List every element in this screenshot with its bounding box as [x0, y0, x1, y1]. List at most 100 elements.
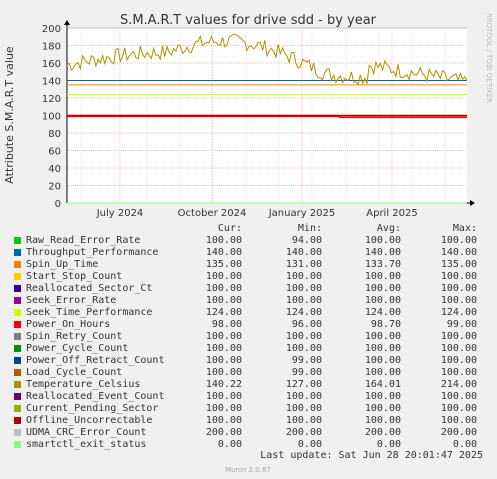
legend-series-name: Seek_Time_Performance: [26, 307, 153, 318]
legend-max-value: 100.00: [440, 403, 477, 414]
legend-row: Spin_Retry_Count 100.00 100.00 100.00 100.00: [0, 331, 497, 343]
legend-min-value: 100.00: [285, 391, 322, 402]
legend-swatch: [14, 417, 21, 424]
legend-row: Start_Stop_Count 100.00 100.00 100.00 100.00: [0, 271, 497, 283]
legend-cur-value: 100.00: [205, 355, 242, 366]
legend-max-value: 100.00: [440, 367, 477, 378]
legend-max-value: 100.00: [440, 271, 477, 282]
legend-cur-value: 124.00: [205, 307, 242, 318]
legend-series-name: Spin_Retry_Count: [26, 331, 123, 342]
legend-row: Power_Cycle_Count 100.00 100.00 100.00 100.0…: [0, 343, 497, 355]
legend-min-value: 96.00: [291, 319, 322, 330]
legend-min-value: 200.00: [285, 427, 322, 438]
x-tick-label: October 2024: [178, 208, 247, 219]
legend-series-name: Raw_Read_Error_Rate: [26, 235, 141, 246]
legend-swatch: [14, 429, 21, 436]
legend-series-name: Offline_Uncorrectable: [26, 415, 153, 426]
legend-min-value: 100.00: [285, 271, 322, 282]
legend-avg-value: 133.70: [364, 259, 401, 270]
legend-cur-value: 140.22: [205, 379, 242, 390]
x-tick-label: July 2024: [96, 208, 144, 219]
legend-avg-value: 100.00: [364, 271, 401, 282]
legend-min-value: 94.00: [291, 235, 322, 246]
y-tick-label: 40: [48, 164, 61, 175]
y-tick-label: 100: [42, 112, 61, 123]
legend-row: Offline_Uncorrectable 100.00 100.00 100.00 1…: [0, 415, 497, 427]
legend-series-name: Spin_Up_Time: [26, 259, 99, 270]
y-tick-labels: 0 20 40 60 80 100 120 140 160 180 200: [42, 24, 61, 210]
rrdtool-credit: RRDTOOL / TOBI OETIKER: [485, 13, 493, 103]
legend-max-value: 100.00: [440, 295, 477, 306]
legend-series-name: Reallocated_Event_Count: [26, 391, 165, 402]
x-tick-label: April 2025: [366, 208, 417, 219]
y-tick-label: 200: [42, 24, 61, 35]
y-tick-label: 0: [55, 199, 61, 210]
legend-swatch: [14, 261, 21, 268]
legend-swatch: [14, 321, 21, 328]
legend-row: Seek_Time_Performance 124.00 124.00 124.00 1…: [0, 307, 497, 319]
legend-max-value: 100.00: [440, 415, 477, 426]
legend-avg-value: 100.00: [364, 283, 401, 294]
legend-row: Current_Pending_Sector 100.00 100.00 100.00…: [0, 403, 497, 415]
series-line-temperature-celsius: [66, 33, 468, 86]
y-tick-label: 80: [48, 129, 61, 140]
legend-max-value: 140.00: [440, 247, 477, 258]
x-tick-labels: July 2024 October 2024 January 2025 April 2…: [96, 208, 418, 219]
legend-series-name: UDMA_CRC_Error_Count: [26, 427, 147, 438]
legend-row: Load_Cycle_Count 100.00 99.00 100.00 100.00: [0, 367, 497, 379]
legend-row: Throughput_Performance 140.00 140.00 140.00…: [0, 247, 497, 259]
y-tick-label: 140: [42, 77, 61, 88]
legend-row: Temperature_Celsius 140.22 127.00 164.01 214…: [0, 379, 497, 391]
legend-min-value: 100.00: [285, 403, 322, 414]
legend-series-name: Reallocated_Sector_Ct: [26, 283, 153, 294]
legend-swatch: [14, 345, 21, 352]
legend-avg-value: 0.00: [376, 439, 401, 450]
y-tick-label: 180: [42, 42, 61, 53]
legend-series-name: Load_Cycle_Count: [26, 367, 123, 378]
header-avg: Avg:: [376, 223, 401, 234]
legend-row: Power_Off_Retract_Count 100.00 99.00 100.00…: [0, 355, 497, 367]
y-tick-label: 160: [42, 59, 61, 70]
legend-swatch: [14, 249, 21, 256]
legend-min-value: 100.00: [285, 415, 322, 426]
legend-swatch: [14, 273, 21, 280]
legend-cur-value: 100.00: [205, 295, 242, 306]
legend-min-value: 100.00: [285, 343, 322, 354]
legend-avg-value: 100.00: [364, 415, 401, 426]
legend-min-value: 0.00: [297, 439, 322, 450]
legend-swatch: [14, 309, 21, 316]
legend-avg-value: 100.00: [364, 295, 401, 306]
y-axis-label: Attribute S.M.A.R.T value: [3, 46, 16, 184]
legend-row: smartctl_exit_status 0.00 0.00 0.00 0.00: [0, 439, 497, 451]
legend-series-name: Power_On_Hours: [26, 319, 111, 330]
legend-avg-value: 100.00: [364, 343, 401, 354]
header-max: Max:: [452, 223, 477, 234]
legend-max-value: 100.00: [440, 391, 477, 402]
legend-row: UDMA_CRC_Error_Count 200.00 200.00 200.00 20…: [0, 427, 497, 439]
legend-avg-value: 100.00: [364, 391, 401, 402]
legend-min-value: 100.00: [285, 331, 322, 342]
legend-max-value: 100.00: [440, 331, 477, 342]
series-lines: [66, 27, 468, 204]
legend-cur-value: 100.00: [205, 415, 242, 426]
legend-avg-value: 100.00: [364, 355, 401, 366]
y-tick-label: 120: [42, 94, 61, 105]
legend-max-value: 100.00: [440, 355, 477, 366]
legend-avg-value: 140.00: [364, 247, 401, 258]
legend-swatch: [14, 285, 21, 292]
legend-avg-value: 100.00: [364, 403, 401, 414]
legend-cur-value: 100.00: [205, 235, 242, 246]
legend-series-name: Temperature_Celsius: [26, 379, 141, 390]
legend-series-name: Power_Off_Retract_Count: [26, 355, 165, 366]
legend-swatch: [14, 441, 21, 448]
series-line-power-on-hours: [67, 115, 467, 119]
legend-min-value: 124.00: [285, 307, 322, 318]
legend-series-name: Throughput_Performance: [26, 247, 159, 258]
legend-max-value: 100.00: [440, 283, 477, 294]
legend-max-value: 99.00: [446, 319, 477, 330]
legend-row: Reallocated_Sector_Ct 100.00 100.00 100.00 1…: [0, 283, 497, 295]
legend-swatch: [14, 357, 21, 364]
legend-swatch: [14, 333, 21, 340]
legend-cur-value: 100.00: [205, 367, 242, 378]
